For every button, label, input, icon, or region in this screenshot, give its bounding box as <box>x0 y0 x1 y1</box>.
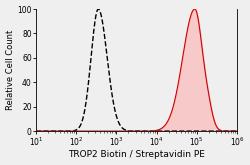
Y-axis label: Relative Cell Count: Relative Cell Count <box>6 30 15 110</box>
X-axis label: TROP2 Biotin / Streptavidin PE: TROP2 Biotin / Streptavidin PE <box>68 150 205 159</box>
